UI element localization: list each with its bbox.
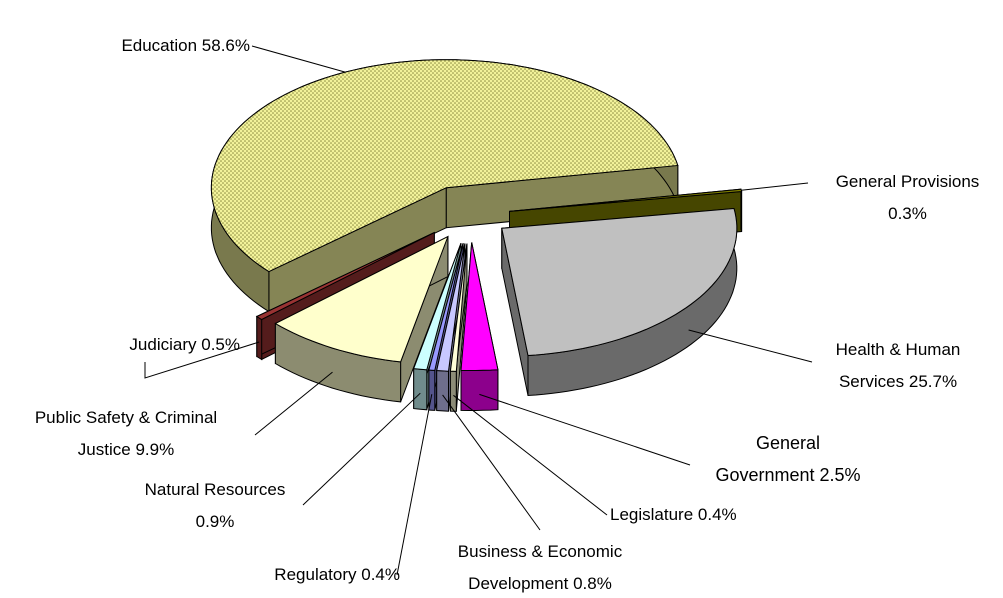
value-label: 0.5% [201,335,240,354]
slice-label: Public Safety & Criminal Justice 9.9% [10,402,242,466]
value-label: 0.9% [195,512,235,531]
slice-label: Judiciary 0.5% [40,329,240,361]
slice-label: Education 58.6% [50,30,250,62]
category-name: Education [121,36,198,55]
value-label: 9.9% [135,440,175,459]
slice-wall [740,189,743,232]
leader-line [254,371,333,436]
slice [449,243,468,372]
slice-label: General Government 2.5% [708,427,868,491]
category-name: Regulatory [274,565,357,584]
slice-label: Legislature 0.4% [610,499,770,531]
value-label: 0.4% [361,565,400,584]
slice-wall [449,370,457,412]
value-label: 58.6% [201,36,250,55]
slice-wall [256,315,263,361]
slice [413,243,462,371]
leader-line [442,394,541,531]
category-name: General Provisions [835,172,980,191]
slice-label: Regulatory 0.4% [240,559,400,591]
leader-line [688,329,813,363]
value-label: 2.5% [819,465,861,485]
slice [460,242,499,371]
leader-line [479,393,691,466]
value-label: 0.8% [573,574,612,593]
category-name: Public Safety & Criminal Justice [34,408,218,459]
value-label: 0.4% [697,505,737,524]
slice [255,232,435,321]
leader-line [144,341,260,379]
leader-line [302,392,421,506]
slice [428,243,464,371]
slice-label: Business & Economic Development 0.8% [445,536,635,598]
category-name: Business & Economic Development [457,542,623,593]
category-name: Natural Resources [144,480,286,499]
slice-label: Health & Human Services 25.7% [812,334,984,398]
slice-wall [436,369,449,412]
leader-line [396,394,433,576]
value-label: 25.7% [908,372,958,391]
leader-line [453,394,608,516]
category-name: Judiciary [129,335,197,354]
slice [501,207,738,357]
slice-wall [413,368,428,411]
slice-label: Natural Resources 0.9% [135,474,295,538]
category-name: Legislature [610,505,694,524]
leader-line [251,45,346,73]
leader-line [741,182,809,191]
slice-wall [460,369,499,411]
category-name: General Government [715,433,821,485]
slice [274,235,449,363]
slice [436,243,466,372]
value-label: 0.3% [888,204,927,223]
category-name: Health & Human Services [835,340,961,391]
slice-label: General Provisions 0.3% [820,166,995,230]
